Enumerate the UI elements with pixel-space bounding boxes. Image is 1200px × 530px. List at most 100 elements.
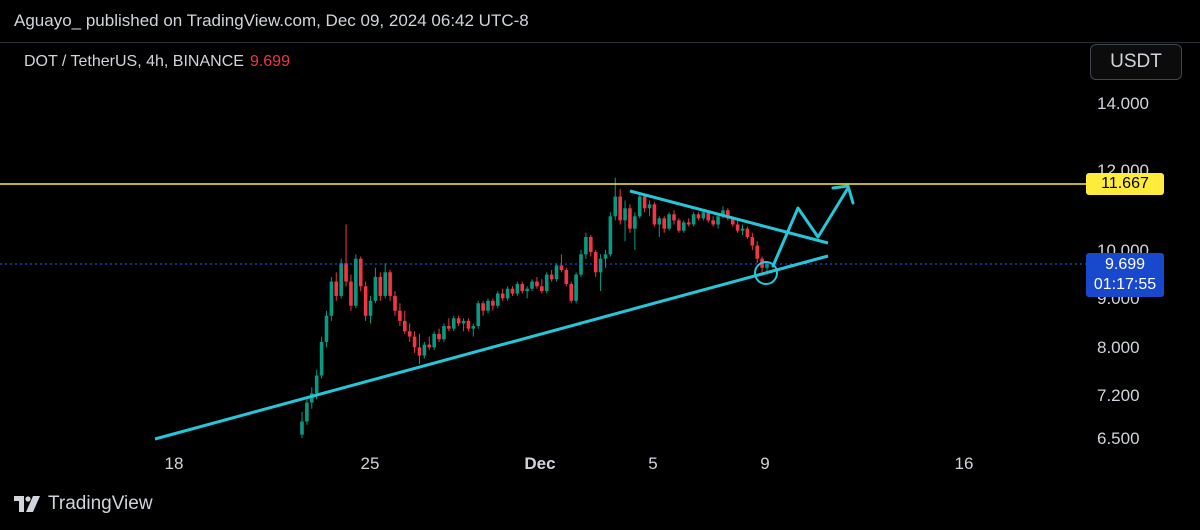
candle-body <box>677 220 681 231</box>
candle-body <box>765 263 769 268</box>
candle-body <box>706 212 711 221</box>
candle-body <box>588 237 593 253</box>
time-axis: 18 25 Dec 5 9 16 <box>165 454 974 473</box>
candle-body <box>726 210 730 219</box>
currency-selector-button[interactable]: USDT <box>1090 44 1182 80</box>
candle-body <box>696 214 701 219</box>
candle-body <box>334 281 339 296</box>
candle-body <box>608 216 613 255</box>
candle-body <box>388 272 392 296</box>
candle-body <box>686 222 691 225</box>
symbol-last-price: 9.699 <box>249 53 290 70</box>
candle-body <box>569 283 574 301</box>
candle-body <box>755 245 760 259</box>
candle-body <box>495 293 500 306</box>
candle-body <box>549 274 554 280</box>
candle-body <box>662 218 667 229</box>
time-axis-tick-label: Dec <box>524 454 555 473</box>
candle-body <box>442 326 446 340</box>
descending-resistance-trendline <box>629 189 829 245</box>
candle-body <box>305 402 309 422</box>
candle-body <box>324 315 329 342</box>
candle-body <box>402 320 407 332</box>
candle-body <box>412 336 417 348</box>
tradingview-logo-icon <box>14 496 40 512</box>
candle-body <box>672 214 676 221</box>
candle-body <box>427 344 432 348</box>
candle-body <box>354 258 358 306</box>
last-price-value: 9.699 <box>1104 256 1146 273</box>
candle-body <box>559 265 564 271</box>
candle-body <box>598 258 603 273</box>
candle-body <box>637 196 642 217</box>
candle-body <box>456 318 461 324</box>
candle-body <box>486 300 490 311</box>
candle-body <box>745 228 750 238</box>
bounce-point-circle <box>754 261 778 285</box>
time-axis-tick-label: 9 <box>760 454 769 473</box>
candlestick-series <box>300 177 769 438</box>
candle-body <box>603 254 608 259</box>
candle-body <box>530 281 534 289</box>
candle-body <box>407 331 412 337</box>
candle-body <box>300 421 304 435</box>
candle-body <box>740 228 745 231</box>
publish-info-text: Aguayo_ published on TradingView.com, De… <box>14 11 529 30</box>
candle-body <box>711 220 715 225</box>
candle-body <box>466 320 471 329</box>
candle-body <box>554 265 559 280</box>
candle-body <box>432 333 436 348</box>
candle-body <box>647 204 652 209</box>
candle-body <box>368 300 373 316</box>
candle-body <box>373 276 378 301</box>
candle-body <box>451 318 456 329</box>
candle-body <box>721 210 725 217</box>
candle-body <box>652 204 657 225</box>
candle-body <box>520 283 525 292</box>
candle-body <box>349 281 353 306</box>
candle-body <box>628 208 632 229</box>
tradingview-brand-text: TradingView <box>48 493 153 514</box>
resistance-level-price-tag: 11.667 <box>1086 173 1164 195</box>
candle-body <box>544 274 549 292</box>
candle-body <box>437 333 441 340</box>
candle-body <box>515 283 520 294</box>
projected-path-arrow <box>771 186 850 268</box>
candle-body <box>461 320 466 324</box>
candle-body <box>417 347 422 356</box>
candle-body <box>476 303 481 327</box>
candle-body <box>398 310 402 321</box>
candle-body <box>500 293 505 299</box>
candle-body <box>339 263 343 296</box>
symbol-info: DOT / TetherUS, 4h, BINANCE 9.699 <box>24 53 290 71</box>
candle-body <box>363 286 368 316</box>
candle-body <box>535 281 539 287</box>
price-axis-tick-label: 14.000 <box>1097 94 1149 113</box>
candle-body <box>701 212 706 219</box>
tradingview-logo[interactable]: TradingView <box>14 493 153 515</box>
candle-body <box>481 303 485 311</box>
candle-body <box>329 281 334 316</box>
candle-body <box>383 272 388 296</box>
publish-header: Aguayo_ published on TradingView.com, De… <box>0 0 1200 43</box>
candle-body <box>525 288 529 292</box>
candle-body <box>378 276 383 296</box>
candle-body <box>657 218 662 225</box>
candle-body <box>691 214 696 225</box>
time-axis-tick-label: 16 <box>955 454 974 473</box>
time-axis-tick-label: 18 <box>165 454 184 473</box>
projected-arrowhead <box>831 184 855 205</box>
ascending-support-trendline <box>154 254 829 441</box>
bar-countdown-timer: 01:17:55 <box>1093 276 1157 293</box>
last-price-tag: 9.699 01:17:55 <box>1086 253 1164 297</box>
candle-body <box>319 341 324 376</box>
candle-body <box>613 196 618 217</box>
price-axis-tick-label: 8.000 <box>1097 338 1140 357</box>
candle-body <box>750 237 755 246</box>
candle-body <box>422 344 427 356</box>
candle-body <box>540 286 544 292</box>
candle-body <box>593 252 598 273</box>
candle-body <box>314 375 319 394</box>
